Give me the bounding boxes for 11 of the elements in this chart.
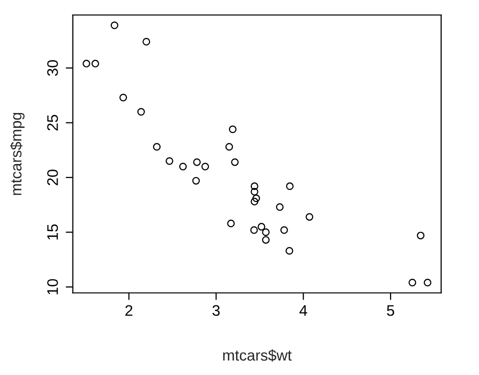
x-tick-label: 4	[299, 305, 308, 316]
y-tick-label: 25	[47, 114, 58, 130]
y-tick-label: 30	[47, 60, 58, 76]
x-axis-title: mtcars$wt	[223, 349, 292, 362]
y-tick-label: 20	[47, 170, 58, 186]
y-tick-label: 15	[47, 224, 58, 240]
y-tick-label: 10	[47, 279, 58, 294]
x-tick-label: 3	[212, 305, 220, 316]
y-axis-title: mtcars$mpg	[10, 112, 25, 195]
x-tick-label: 2	[125, 305, 132, 316]
x-tick-label: 5	[386, 305, 394, 316]
